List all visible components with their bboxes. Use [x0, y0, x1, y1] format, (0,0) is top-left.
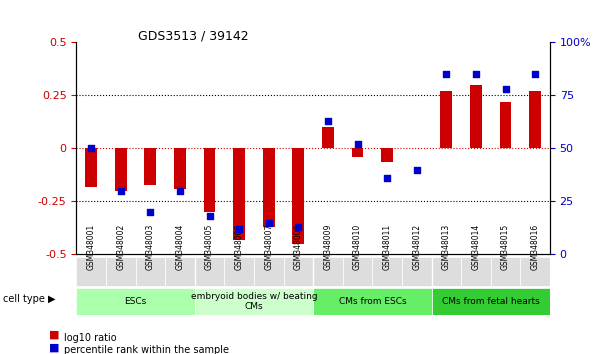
Point: [86, 145, 96, 151]
Text: GSM348013: GSM348013: [442, 224, 451, 270]
Bar: [233, 148, 245, 240]
Text: GSM348010: GSM348010: [353, 224, 362, 270]
Bar: [322, 127, 334, 148]
Bar: [500, 102, 511, 148]
Text: GSM348011: GSM348011: [382, 224, 392, 270]
FancyBboxPatch shape: [195, 289, 313, 315]
Point: [293, 224, 303, 230]
FancyBboxPatch shape: [106, 257, 136, 286]
FancyBboxPatch shape: [76, 257, 106, 286]
Text: ■: ■: [49, 342, 59, 353]
Text: ESCs: ESCs: [125, 297, 147, 306]
Bar: [115, 148, 126, 191]
Point: [175, 188, 185, 194]
FancyBboxPatch shape: [254, 257, 284, 286]
Bar: [174, 148, 186, 189]
FancyBboxPatch shape: [372, 257, 402, 286]
Point: [441, 72, 451, 77]
FancyBboxPatch shape: [76, 289, 195, 315]
Text: GSM348001: GSM348001: [87, 224, 96, 270]
Bar: [441, 91, 452, 148]
Bar: [263, 148, 275, 227]
Text: cell type ▶: cell type ▶: [3, 294, 56, 304]
Text: GSM348007: GSM348007: [264, 224, 273, 270]
Text: GSM348003: GSM348003: [146, 224, 155, 270]
Bar: [203, 148, 216, 212]
Text: embryoid bodies w/ beating
CMs: embryoid bodies w/ beating CMs: [191, 292, 317, 312]
Text: GSM348004: GSM348004: [175, 224, 185, 270]
Text: CMs from fetal hearts: CMs from fetal hearts: [442, 297, 540, 306]
Text: GSM348014: GSM348014: [472, 224, 480, 270]
Point: [353, 141, 362, 147]
FancyBboxPatch shape: [195, 257, 224, 286]
Point: [234, 226, 244, 232]
FancyBboxPatch shape: [521, 257, 550, 286]
Text: CMs from ESCs: CMs from ESCs: [338, 297, 406, 306]
Bar: [529, 91, 541, 148]
Point: [145, 209, 155, 215]
FancyBboxPatch shape: [491, 257, 521, 286]
Bar: [351, 148, 364, 157]
FancyBboxPatch shape: [136, 257, 165, 286]
FancyBboxPatch shape: [284, 257, 313, 286]
FancyBboxPatch shape: [165, 257, 195, 286]
Text: GSM348006: GSM348006: [235, 224, 244, 270]
Text: GSM348015: GSM348015: [501, 224, 510, 270]
Text: percentile rank within the sample: percentile rank within the sample: [64, 346, 229, 354]
Bar: [144, 148, 156, 184]
FancyBboxPatch shape: [343, 257, 372, 286]
Point: [205, 213, 214, 219]
FancyBboxPatch shape: [402, 257, 431, 286]
Text: GDS3513 / 39142: GDS3513 / 39142: [138, 29, 249, 42]
Text: GSM348016: GSM348016: [530, 224, 540, 270]
Bar: [470, 85, 482, 148]
Text: GSM348012: GSM348012: [412, 224, 421, 270]
FancyBboxPatch shape: [313, 289, 431, 315]
Bar: [381, 148, 393, 162]
FancyBboxPatch shape: [431, 257, 461, 286]
Bar: [86, 148, 97, 187]
FancyBboxPatch shape: [431, 289, 550, 315]
Point: [530, 72, 540, 77]
Text: GSM348002: GSM348002: [116, 224, 125, 270]
FancyBboxPatch shape: [461, 257, 491, 286]
Point: [264, 220, 274, 225]
Text: ■: ■: [49, 330, 59, 340]
Point: [323, 118, 333, 124]
Text: log10 ratio: log10 ratio: [64, 333, 117, 343]
Point: [471, 72, 481, 77]
Text: GSM348005: GSM348005: [205, 224, 214, 270]
Point: [382, 175, 392, 181]
Point: [116, 188, 126, 194]
Text: GSM348008: GSM348008: [294, 224, 303, 270]
FancyBboxPatch shape: [224, 257, 254, 286]
Point: [500, 86, 510, 92]
Text: GSM348009: GSM348009: [323, 224, 332, 270]
FancyBboxPatch shape: [313, 257, 343, 286]
Bar: [293, 148, 304, 244]
Point: [412, 167, 422, 172]
